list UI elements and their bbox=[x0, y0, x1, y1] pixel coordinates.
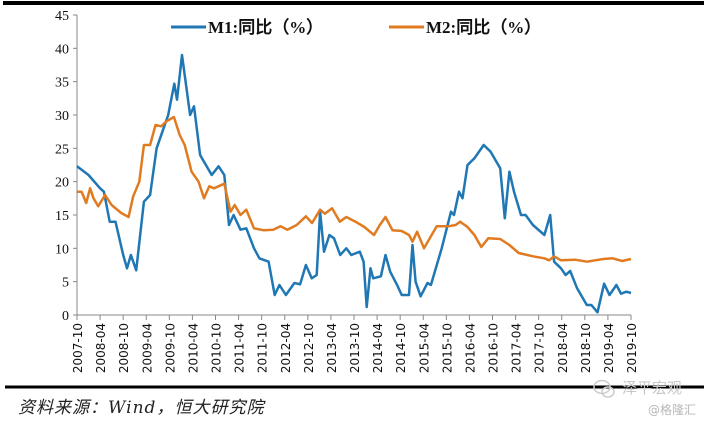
x-tick-label: 2018-10 bbox=[579, 323, 593, 373]
watermark-handle: @格隆汇 bbox=[648, 403, 697, 417]
x-tick-label: 2012-04 bbox=[279, 323, 293, 373]
x-tick-label: 2016-10 bbox=[487, 323, 501, 373]
x-tick-label: 2013-10 bbox=[348, 323, 362, 373]
legend-label: M1:同比（%） bbox=[208, 17, 323, 37]
x-tick-label: 2013-04 bbox=[325, 323, 339, 373]
x-tick-label: 2014-10 bbox=[394, 323, 408, 373]
x-tick-label: 2011-10 bbox=[256, 323, 270, 373]
y-tick-label: 45 bbox=[55, 9, 69, 24]
wechat-icon bbox=[593, 379, 615, 398]
y-tick-label: 10 bbox=[55, 242, 69, 257]
y-tick-label: 15 bbox=[55, 209, 69, 224]
source-note: 资料来源：Wind，恒大研究院 bbox=[18, 398, 265, 418]
x-tick-label: 2014-04 bbox=[371, 323, 385, 373]
x-tick-label: 2008-10 bbox=[117, 323, 131, 373]
series-line-m1 bbox=[76, 53, 632, 314]
x-tick-label: 2011-04 bbox=[233, 323, 247, 373]
series-line-m2 bbox=[77, 115, 632, 263]
x-tick-label: 2009-04 bbox=[140, 323, 154, 373]
y-tick-label: 30 bbox=[55, 109, 69, 124]
x-tick-label: 2015-04 bbox=[417, 323, 431, 373]
x-tick-label: 2015-10 bbox=[440, 323, 454, 373]
x-tick-label: 2019-04 bbox=[602, 323, 616, 373]
x-tick-label: 2010-04 bbox=[186, 323, 200, 373]
y-tick-label: 40 bbox=[55, 42, 69, 57]
x-tick-label: 2009-10 bbox=[163, 323, 177, 373]
x-tick-label: 2010-10 bbox=[210, 323, 224, 373]
x-tick-label: 2012-10 bbox=[302, 323, 316, 373]
x-tick-label: 2018-04 bbox=[556, 323, 570, 373]
y-tick-label: 35 bbox=[55, 76, 69, 91]
y-tick-label: 20 bbox=[55, 176, 69, 191]
x-tick-label: 2019-10 bbox=[625, 323, 639, 373]
y-tick-label: 25 bbox=[55, 142, 69, 157]
x-tick-label: 2008-04 bbox=[94, 323, 108, 373]
x-tick-label: 2017-04 bbox=[510, 323, 524, 373]
x-tick-label: 2017-10 bbox=[533, 323, 547, 373]
y-tick-label: 5 bbox=[62, 276, 69, 291]
watermark-brand: 泽平宏观 bbox=[622, 379, 683, 397]
y-tick-label: 0 bbox=[62, 309, 69, 324]
x-tick-label: 2007-10 bbox=[71, 323, 85, 373]
legend-label: M2:同比（%） bbox=[426, 17, 541, 37]
x-tick-label: 2016-04 bbox=[463, 323, 477, 373]
